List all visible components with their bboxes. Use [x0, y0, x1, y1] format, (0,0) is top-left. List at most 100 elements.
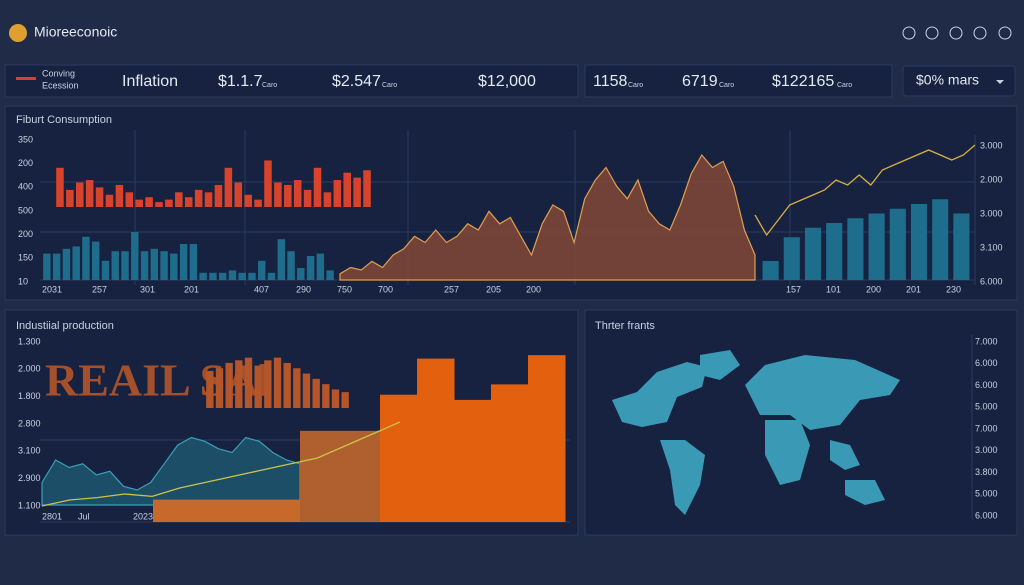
axis-label: 2023 [133, 511, 153, 521]
axis-label: 10 [18, 276, 28, 286]
bar [105, 194, 114, 207]
axis-label: 6.000 [980, 276, 1003, 286]
dropdown[interactable] [902, 65, 1016, 97]
bar [343, 172, 351, 207]
bar [293, 180, 302, 207]
bar [333, 180, 342, 207]
continent [745, 355, 900, 430]
bar [264, 160, 272, 207]
icon[interactable] [925, 26, 939, 40]
overlay-text: REAIL SAl [45, 355, 271, 406]
axis-label: 5.000 [975, 402, 998, 412]
axis-label: 6.000 [975, 510, 998, 520]
axis-label: 200 [18, 158, 33, 168]
continent [845, 480, 885, 505]
step-block [528, 355, 566, 522]
bar [306, 256, 315, 280]
kpi-icon [16, 77, 36, 80]
kpi-value: 6719 [682, 73, 718, 90]
kpi-value: $122165 [772, 73, 834, 90]
icon[interactable] [973, 26, 987, 40]
bar [826, 223, 843, 280]
bar [331, 389, 340, 408]
bar [234, 182, 243, 207]
bar [313, 167, 322, 207]
bar [341, 392, 349, 408]
bar [72, 246, 80, 280]
bar [302, 373, 311, 408]
kpi-value: $2.547 [332, 73, 381, 90]
axis-label: 2031 [42, 284, 62, 294]
continent [700, 350, 740, 380]
kpi-value: $1.1.7 [218, 73, 263, 90]
kpi-unit: Caro [837, 82, 852, 89]
icon[interactable] [949, 26, 963, 40]
axis-label: 400 [18, 182, 33, 192]
continent [660, 440, 705, 515]
kpi-value: 1158 [593, 73, 628, 90]
bar [783, 237, 800, 280]
bar [248, 272, 256, 280]
axis-label: 157 [786, 284, 801, 294]
bar [300, 430, 380, 522]
bar [111, 251, 119, 280]
bar [284, 184, 292, 207]
bar [238, 272, 246, 280]
bar [264, 360, 272, 408]
axis-label: 3.000 [980, 208, 1003, 218]
bar [804, 227, 822, 280]
bar [131, 232, 139, 280]
bar [244, 357, 253, 408]
brand: Mioreeconoic [34, 24, 117, 40]
bar [170, 253, 178, 280]
bar [115, 184, 124, 207]
icon[interactable] [998, 26, 1012, 40]
icon[interactable] [902, 26, 916, 40]
bar [293, 368, 301, 408]
kpi-bar [584, 64, 893, 98]
axis-label: 201 [906, 284, 921, 294]
panel-title: Fiburt Consumption [16, 114, 112, 126]
bar [868, 213, 885, 280]
axis-label: 230 [946, 284, 961, 294]
bar [140, 251, 149, 280]
step-block [380, 394, 418, 522]
bar [125, 192, 134, 207]
axis-label: 2.000 [18, 364, 41, 374]
axis-label: 7.000 [975, 336, 998, 346]
bar [322, 384, 330, 408]
step-block [417, 358, 455, 522]
bar [363, 170, 371, 207]
bar [254, 199, 262, 207]
axis-label: 101 [826, 284, 841, 294]
bar [76, 182, 84, 207]
bar [267, 272, 276, 280]
axis-label: 290 [296, 284, 311, 294]
toolbar[interactable] [902, 26, 1012, 40]
bar [209, 272, 217, 280]
bar [165, 199, 173, 207]
axis-label: 200 [866, 284, 881, 294]
bar [92, 241, 100, 280]
continent [830, 440, 860, 470]
bar [184, 197, 193, 207]
bar [150, 248, 159, 280]
bar [326, 270, 334, 280]
bar [224, 167, 233, 207]
bar [228, 270, 237, 280]
axis-label: 201 [184, 284, 199, 294]
dropdown-label[interactable]: $0% mars [916, 72, 979, 88]
bar [121, 251, 129, 280]
step-block [491, 384, 529, 522]
bar [235, 360, 243, 408]
axis-label: 7.000 [975, 423, 998, 433]
bar [287, 251, 295, 280]
axis-label: 6.000 [975, 358, 998, 368]
dropdown-arrow[interactable] [996, 80, 1004, 84]
bar [199, 272, 207, 280]
axis-label: 2.900 [18, 473, 41, 483]
axis-label: 301 [140, 284, 155, 294]
bar [206, 370, 214, 408]
kpi-unit: Caro [628, 82, 643, 89]
